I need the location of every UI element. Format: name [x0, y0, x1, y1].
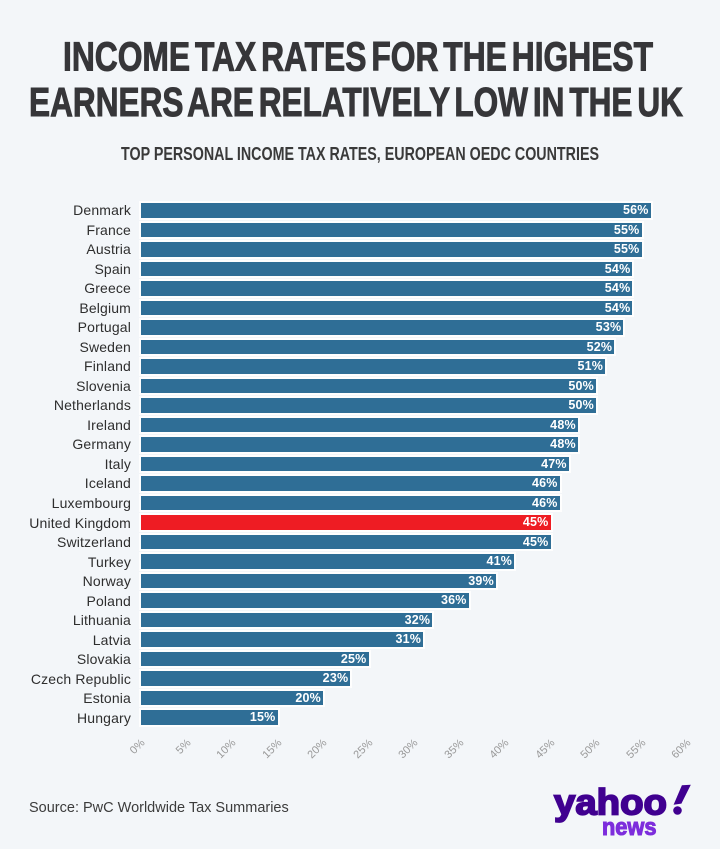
- svg-text:EARNERS ARE RELATIVELY LOW IN: EARNERS ARE RELATIVELY LOW IN THE UK: [29, 79, 683, 125]
- svg-text:INCOME TAX RATES FOR THE HIGHE: INCOME TAX RATES FOR THE HIGHEST: [63, 34, 653, 80]
- svg-text:TOP PERSONAL INCOME TAX RATES,: TOP PERSONAL INCOME TAX RATES, EUROPEAN …: [121, 144, 599, 164]
- svg-text:yahoo: yahoo: [554, 782, 667, 823]
- svg-text:news: news: [602, 814, 657, 841]
